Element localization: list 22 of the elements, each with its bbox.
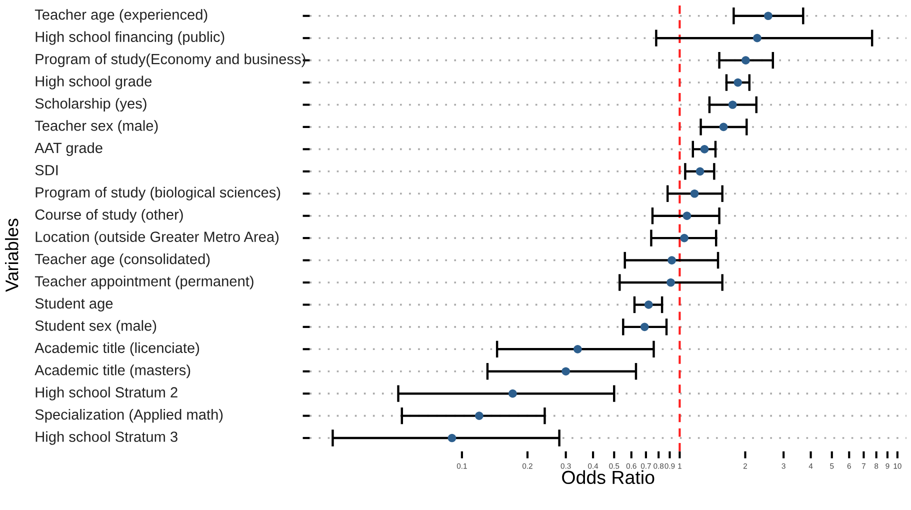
y-axis-title: Variables [5, 218, 18, 292]
y-tick-label: Teacher appointment (permanent) [34, 276, 254, 290]
y-tick-label: Course of study (other) [35, 209, 183, 223]
y-tick-label: Specialization (Applied math) [35, 409, 223, 423]
y-tick-label: High school grade [36, 76, 152, 90]
y-tick-label: Program of study (biological sciences) [36, 186, 280, 200]
y-tick-label: Student sex (male) [35, 320, 156, 334]
y-tick-label: Academic title (licenciate) [34, 342, 200, 356]
y-tick-label: Program of study(Economy and business) [36, 54, 306, 68]
y-tick-label: Teacher age (experienced) [34, 9, 208, 23]
y-tick-label: Scholarship (yes) [35, 98, 146, 112]
y-tick-label: High school Stratum 3 [36, 431, 178, 445]
y-tick-label: High school Stratum 2 [36, 386, 178, 400]
y-tick-label: Academic title (masters) [34, 364, 190, 378]
y-tick-label: Teacher age (consolidated) [34, 253, 210, 268]
x-axis-title: Odds Ratio [562, 470, 654, 484]
y-tick-label: Teacher sex (male) [34, 120, 158, 134]
y-tick-label: High school financing (public) [36, 31, 224, 45]
y-tick-label: Location (outside Greater Metro Area) [36, 231, 279, 245]
y-tick-label: SDI [35, 164, 58, 176]
y-tick-label: AAT grade [34, 142, 102, 156]
y-tick-label: Student age [35, 298, 113, 312]
